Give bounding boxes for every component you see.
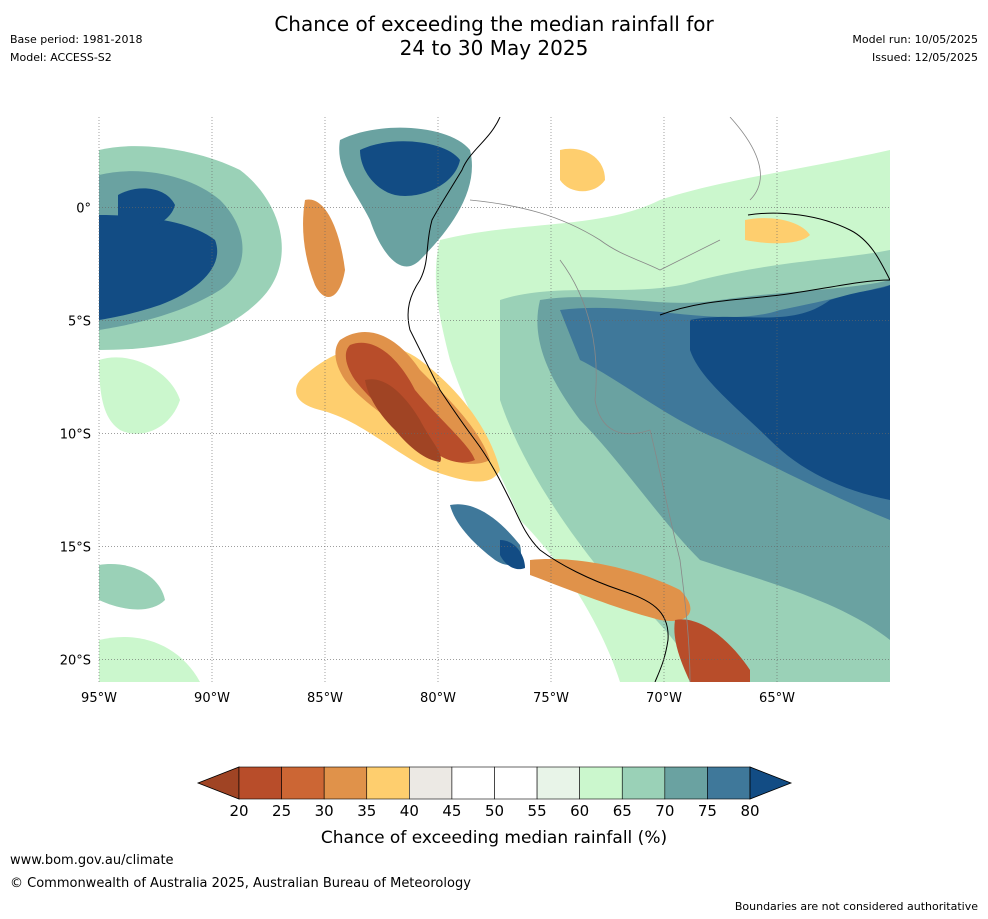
lon-label: 95°W [81, 691, 117, 706]
colorbar-segment [409, 766, 453, 800]
lon-label: 65°W [759, 691, 795, 706]
model-name: Model: ACCESS-S2 [10, 51, 112, 64]
colorbar-segment [323, 766, 368, 800]
footer-url[interactable]: www.bom.gov.au/climate [10, 853, 174, 868]
region-nw-max [99, 215, 218, 320]
region-sw-65 [99, 636, 200, 682]
footer-copyright: © Commonwealth of Australia 2025, Austra… [10, 876, 471, 891]
border-colombia [469, 199, 721, 271]
axis-labels: 95°W 90°W 85°W 80°W 75°W 70°W 65°W 0° 5°S 10°S 15°… [60, 201, 795, 706]
colorbar-tick-label: 35 [357, 802, 376, 820]
colorbar-segment [579, 766, 623, 800]
lon-label: 85°W [307, 691, 343, 706]
lon-label: 70°W [646, 691, 682, 706]
colorbar-segment [664, 766, 708, 800]
region-dry-venezuela [745, 218, 810, 244]
region-dry-south [530, 559, 691, 621]
region-dry-25 [345, 342, 475, 463]
colorbar-segment [494, 766, 538, 800]
region-dry-bolivia [674, 619, 750, 682]
chart-title: Chance of exceeding the median rainfall … [0, 12, 988, 60]
colorbar-segment [451, 766, 495, 800]
colorbar-tick-label: 60 [570, 802, 589, 820]
graticule [98, 117, 890, 682]
region-nw-max-2 [118, 188, 175, 229]
footer-note: Boundaries are not considered authoritat… [734, 900, 978, 913]
map-field [99, 117, 890, 682]
colorbar: 20 25 30 35 40 45 50 55 60 65 70 75 80 [196, 766, 793, 820]
border-venezuela [729, 117, 761, 201]
base-period: Base period: 1981-2018 [10, 33, 143, 46]
border-bolivia [649, 429, 691, 682]
region-dry-20 [365, 379, 441, 462]
colorbar-segment [621, 766, 666, 800]
lat-label: 5°S [68, 314, 91, 329]
coastline [407, 117, 669, 682]
colorbar-tick-label: 50 [485, 802, 504, 820]
lat-label: 10°S [60, 427, 91, 442]
colorbar-segment [707, 766, 751, 800]
title-line-1: Chance of exceeding the median rainfall … [274, 12, 714, 36]
colorbar-tick-label: 70 [655, 802, 674, 820]
lat-label: 15°S [60, 540, 91, 555]
colorbar-segment [536, 766, 580, 800]
meta-left: Base period: 1981-2018 Model: ACCESS-S2 [10, 31, 142, 67]
colorbar-title: Chance of exceeding median rainfall (%) [321, 828, 667, 848]
colorbar-segment [366, 766, 410, 800]
colorbar-segment [238, 766, 282, 800]
lon-label: 75°W [533, 691, 569, 706]
region-dry-colombia [560, 148, 605, 192]
colorbar-tick-label: 40 [400, 802, 419, 820]
region-w-65 [99, 357, 180, 434]
colorbar-tick-label: 25 [272, 802, 291, 820]
amazon-river [659, 279, 890, 316]
lat-label: 20°S [60, 653, 91, 668]
model-run: Model run: 10/05/2025 [852, 33, 978, 46]
lon-label: 80°W [420, 691, 456, 706]
colorbar-tick-label: 55 [528, 802, 547, 820]
colorbar-segment [281, 766, 325, 800]
lat-label: 0° [76, 201, 91, 216]
title-line-2: 24 to 30 May 2025 [399, 36, 589, 60]
region-sw-70 [99, 564, 165, 610]
region-ncoast-max [360, 141, 460, 196]
colorbar-extend-high [749, 766, 793, 800]
colorbar-extend-low [196, 766, 240, 800]
lon-label: 90°W [194, 691, 230, 706]
region-wet-coast-max [500, 540, 525, 570]
issued-date: Issued: 12/05/2025 [871, 51, 978, 64]
colorbar-tick-label: 65 [613, 802, 632, 820]
region-max-east [690, 285, 890, 500]
colorbar-tick-label: 20 [229, 802, 248, 820]
region-dry-north [303, 199, 345, 297]
river-north [747, 212, 890, 281]
colorbar-tick-label: 80 [740, 802, 759, 820]
border-peru-brazil [559, 259, 651, 434]
colorbar-tick-label: 75 [698, 802, 717, 820]
colorbar-tick-label: 45 [442, 802, 461, 820]
colorbar-tick-label: 30 [315, 802, 334, 820]
meta-right: Model run: 10/05/2025 Issued: 12/05/2025 [852, 31, 978, 67]
